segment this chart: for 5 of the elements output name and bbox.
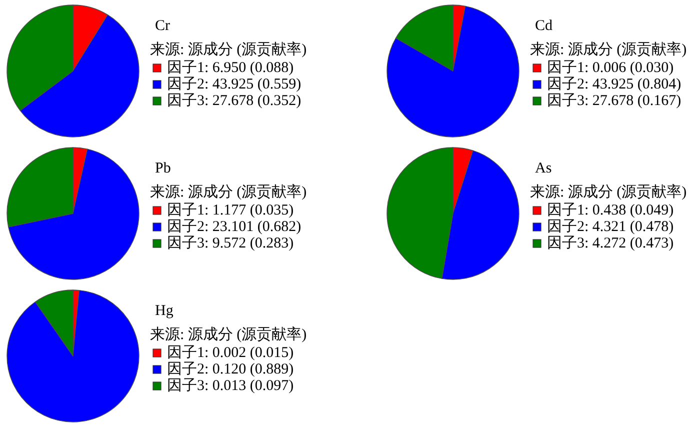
title: Cr bbox=[155, 18, 170, 34]
title: Hg bbox=[155, 303, 174, 319]
title: As bbox=[535, 160, 552, 176]
title: Cd bbox=[535, 18, 553, 34]
title: Pb bbox=[155, 160, 171, 176]
